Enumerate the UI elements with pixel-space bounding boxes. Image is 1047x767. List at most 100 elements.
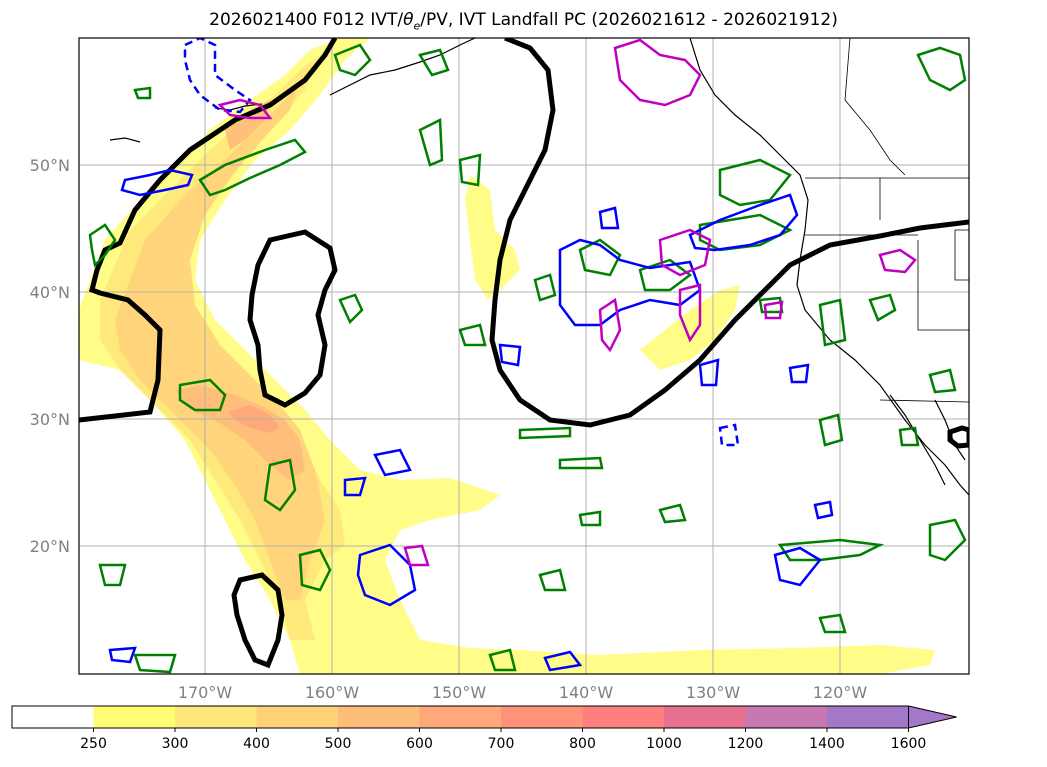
theta-e-contour [578, 238, 622, 277]
pv-contour [498, 343, 522, 367]
lon-label: 120°W [813, 683, 868, 702]
lon-label: 140°W [559, 683, 614, 702]
theta-e-contour [818, 298, 847, 347]
border-us-mexico [879, 399, 969, 403]
theta-e-contour [698, 213, 793, 252]
figure-title: 2026021400 F012 IVT/θe/PV, IVT Landfall … [209, 10, 838, 33]
colorbar-swatch [256, 706, 339, 728]
coastline-aleutians-west [109, 137, 141, 143]
theta-e-contour [916, 46, 967, 92]
theta-e-contours [88, 43, 967, 674]
colorbar-tick-label: 1600 [891, 736, 927, 752]
ivt-band-400 [115, 80, 325, 600]
theta-e-contour [198, 138, 307, 197]
pv-neg-contour [718, 423, 740, 447]
pv-contour [688, 193, 799, 252]
theta-e-contour [418, 48, 450, 77]
border-state-3 [917, 240, 969, 331]
theta-e-contour [578, 510, 602, 527]
colorbar-swatch [419, 706, 502, 728]
lon-label: 150°W [432, 683, 487, 702]
border-state-4 [954, 229, 969, 281]
pv-mag-contour [878, 248, 917, 274]
pv-contour [120, 168, 194, 197]
pv-mag-contour [217, 98, 273, 120]
border-canada-alaska [844, 38, 906, 176]
political-borders [805, 38, 969, 403]
pv-contour [373, 448, 412, 477]
colorbar-tick-label: 400 [243, 736, 270, 752]
pv-contour [356, 543, 417, 607]
map-frame [78, 37, 970, 675]
theta-e-contour [458, 323, 487, 347]
lon-label: 160°W [305, 683, 360, 702]
pv-contour [343, 476, 367, 497]
colorbar-tick-label: 600 [406, 736, 433, 752]
pv-mag-contour [658, 228, 712, 277]
theta-e-contour [818, 413, 844, 447]
lon-tick-labels: 170°W 160°W 150°W 140°W 130°W 120°W [178, 683, 868, 702]
colorbar-tick-label: 1000 [646, 736, 682, 752]
pv-mag-contour [613, 38, 702, 107]
colorbar-swatch [745, 706, 828, 728]
colorbar-swatch [501, 706, 583, 728]
lat-label: 50°N [30, 156, 70, 175]
pv-contour [108, 646, 137, 664]
lon-label: 170°W [178, 683, 233, 702]
theta-e-contour [928, 518, 967, 562]
theta-e-contour [338, 293, 364, 325]
theta-e-contour [518, 426, 572, 440]
colorbar-swatch [664, 706, 746, 728]
ivt-colorbar: 250 300 400 500 600 700 800 1000 1200 1400 1600 [11, 705, 957, 752]
theta-e-contour [178, 378, 227, 412]
lon-label: 130°W [686, 683, 741, 702]
theta-e-contour [533, 273, 557, 302]
pv-contour [543, 650, 583, 672]
lat-label: 20°N [30, 537, 70, 556]
lat-label: 40°N [30, 283, 70, 302]
colorbar-tick-label: 1200 [728, 736, 764, 752]
colorbar-tick-label: 700 [488, 736, 515, 752]
colorbar-tick-label: 1400 [809, 736, 845, 752]
theta-e-contour [638, 258, 693, 292]
pc-contour-closed-3 [947, 425, 969, 449]
coastline-north-america [689, 38, 969, 496]
colorbar-swatch [175, 706, 257, 728]
theta-e-contour [298, 548, 332, 592]
pv-mag-contour [763, 300, 784, 320]
ivt-band-250-b [465, 175, 520, 300]
theta-e-contour [98, 563, 127, 587]
theta-e-contour [818, 613, 847, 634]
theta-e-contour [488, 648, 517, 672]
pv-contour [698, 358, 720, 387]
theta-e-contour [538, 568, 567, 592]
pv-mag-contour [403, 544, 430, 567]
pv-contour [788, 363, 810, 384]
theta-e-contour [558, 456, 604, 470]
coastlines [109, 38, 969, 496]
pc-contour-closed-1 [247, 229, 338, 408]
coastline-baja [889, 394, 946, 486]
pv-contour [813, 500, 834, 520]
theta-e-contour [418, 118, 444, 167]
pc-contour-west [79, 38, 338, 423]
theta-e-contour [718, 158, 792, 207]
colorbar-swatch [582, 706, 665, 728]
pc-contour-east [489, 38, 969, 428]
theta-e-contour [263, 458, 297, 512]
colorbar-extend-arrow [908, 705, 957, 729]
pc-contour-closed-2 [231, 572, 285, 669]
theta-e-contour [898, 426, 920, 447]
colorbar-swatch [338, 706, 420, 728]
theta-e-contour [658, 503, 687, 524]
theta-e-contour [133, 653, 177, 674]
coastline-alaska [329, 38, 476, 96]
lat-label: 30°N [30, 410, 70, 429]
colorbar-swatch [827, 706, 909, 728]
theta-e-contour [458, 153, 482, 187]
theta-e-contour [868, 293, 897, 322]
theta-e-contour [333, 43, 372, 77]
colorbar-tick-label: 500 [325, 736, 352, 752]
colorbar-outline [11, 705, 909, 729]
